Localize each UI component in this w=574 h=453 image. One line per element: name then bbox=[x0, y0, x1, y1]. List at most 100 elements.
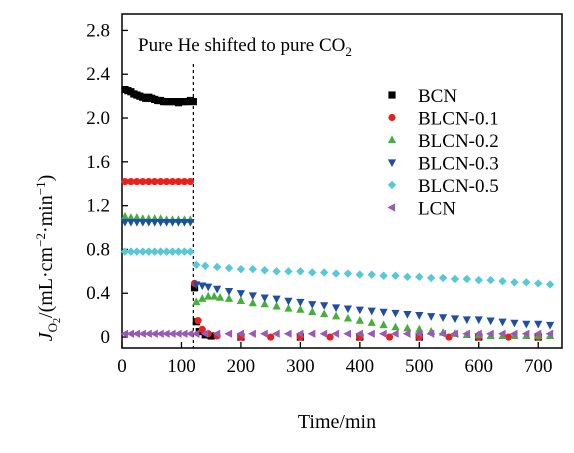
data-point bbox=[198, 282, 207, 291]
data-point bbox=[385, 333, 394, 341]
data-point bbox=[545, 329, 554, 338]
data-point bbox=[534, 279, 543, 288]
data-point bbox=[533, 329, 542, 338]
data-point bbox=[224, 287, 234, 296]
data-point bbox=[161, 329, 170, 338]
data-point bbox=[192, 297, 201, 306]
data-point bbox=[210, 291, 219, 300]
data-point bbox=[367, 307, 376, 316]
data-point bbox=[174, 177, 183, 186]
data-point bbox=[120, 218, 130, 227]
data-point bbox=[355, 270, 365, 279]
data-point bbox=[156, 247, 165, 256]
y-tick-label: 1.2 bbox=[86, 196, 110, 217]
data-point bbox=[121, 177, 129, 186]
x-tick-label: 500 bbox=[405, 356, 434, 377]
data-point bbox=[450, 329, 459, 338]
data-point bbox=[296, 305, 305, 313]
data-point bbox=[200, 329, 209, 338]
data-point bbox=[379, 271, 388, 280]
data-point bbox=[355, 306, 364, 315]
data-point bbox=[260, 294, 269, 303]
data-point bbox=[224, 329, 233, 338]
data-point bbox=[307, 329, 316, 338]
data-point bbox=[522, 320, 531, 329]
y-tick-label: 2.4 bbox=[86, 64, 110, 85]
data-point bbox=[331, 329, 340, 338]
data-point bbox=[450, 315, 460, 324]
data-point bbox=[150, 329, 158, 338]
data-point bbox=[367, 270, 376, 279]
data-point bbox=[126, 218, 136, 227]
data-point bbox=[296, 267, 305, 276]
data-point bbox=[260, 329, 268, 338]
data-point bbox=[403, 323, 412, 332]
data-point bbox=[415, 272, 424, 282]
data-point bbox=[212, 329, 221, 338]
data-point bbox=[167, 329, 176, 338]
data-point bbox=[320, 309, 329, 318]
data-point bbox=[144, 218, 153, 227]
data-point bbox=[379, 308, 388, 317]
y-axis-title-exp1: −2 bbox=[33, 233, 48, 247]
y-axis-title-exp2: −1 bbox=[33, 181, 48, 195]
data-point bbox=[204, 291, 213, 300]
data-point bbox=[296, 298, 305, 307]
data-point bbox=[185, 329, 194, 338]
data-point bbox=[426, 273, 436, 283]
data-point bbox=[138, 329, 146, 338]
data-point bbox=[445, 333, 453, 341]
data-point bbox=[189, 98, 197, 106]
data-point bbox=[212, 262, 222, 272]
data-point bbox=[504, 333, 513, 341]
legend-marker bbox=[388, 113, 396, 122]
data-point bbox=[139, 177, 147, 186]
data-point bbox=[343, 305, 353, 314]
x-tick-label: 600 bbox=[465, 356, 494, 377]
plot-area: 0 100 200 300 400 500 600 700 0 0.4 0.8 1.2 1.6 2.0 2.… bbox=[86, 13, 563, 377]
x-tick-label: 300 bbox=[286, 356, 315, 377]
data-point bbox=[308, 301, 317, 309]
data-point bbox=[474, 316, 483, 325]
data-point bbox=[191, 329, 200, 338]
data-point bbox=[198, 294, 207, 302]
data-point bbox=[546, 321, 555, 330]
legend-label: BLCN-0.3 bbox=[418, 154, 499, 175]
data-point bbox=[157, 177, 165, 186]
data-point bbox=[126, 247, 136, 256]
data-point bbox=[204, 283, 213, 292]
legend-item: LCN bbox=[387, 199, 456, 220]
data-point bbox=[497, 329, 506, 338]
data-point bbox=[414, 329, 423, 338]
data-point bbox=[331, 311, 341, 320]
legend-marker bbox=[387, 135, 397, 144]
legend-item: BCN bbox=[388, 86, 457, 107]
data-point bbox=[207, 332, 215, 340]
data-point bbox=[132, 247, 142, 256]
data-point bbox=[192, 281, 201, 290]
data-point bbox=[144, 329, 152, 338]
data-point bbox=[331, 269, 341, 278]
data-point bbox=[462, 329, 470, 338]
data-point bbox=[510, 278, 519, 287]
data-point bbox=[355, 316, 364, 324]
data-point bbox=[236, 264, 246, 274]
data-point bbox=[236, 329, 245, 338]
data-point bbox=[343, 329, 352, 338]
data-point bbox=[186, 247, 195, 256]
data-point bbox=[367, 329, 375, 338]
data-point bbox=[379, 329, 387, 338]
data-point bbox=[450, 274, 460, 284]
data-point bbox=[190, 284, 199, 292]
data-point bbox=[509, 329, 518, 338]
legend-item: BLCN-0.2 bbox=[387, 131, 499, 152]
data-point bbox=[474, 329, 482, 338]
data-point bbox=[343, 269, 353, 278]
y-tick-label: 1.6 bbox=[86, 152, 110, 173]
legend-label: BLCN-0.2 bbox=[418, 131, 499, 152]
data-point bbox=[168, 247, 177, 256]
data-point bbox=[486, 317, 495, 326]
data-point bbox=[295, 329, 304, 338]
data-point bbox=[213, 285, 222, 294]
